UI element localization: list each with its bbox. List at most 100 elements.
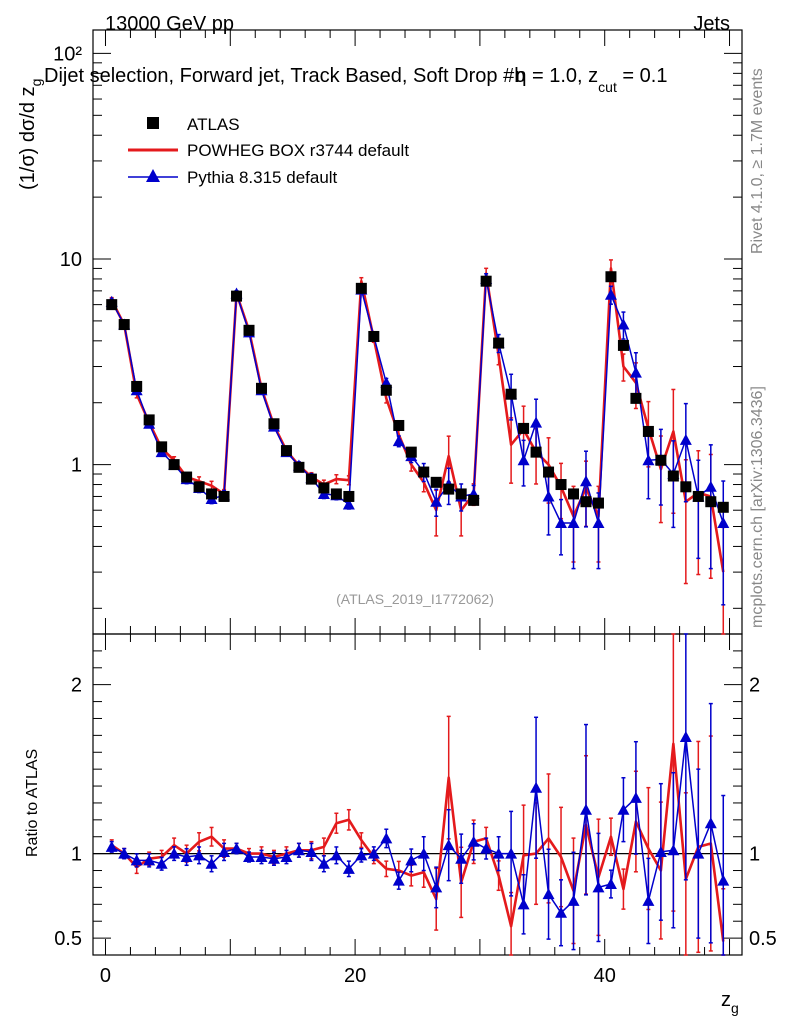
legend-label-pythia: Pythia 8.315 default (187, 168, 338, 187)
atlas-point (605, 271, 617, 283)
plot-title: Dijet selection, Forward jet, Track Base… (44, 65, 667, 95)
atlas-point (405, 446, 417, 458)
atlas-point (705, 496, 717, 508)
atlas-point (518, 422, 530, 434)
pythia-ratio-point (667, 844, 680, 856)
atlas-point (617, 339, 629, 351)
pythia-ratio-point (679, 731, 692, 743)
atlas-point (455, 488, 467, 500)
pythia-ratio-point (692, 847, 705, 859)
atlas-point (131, 380, 143, 392)
x-tick-label: 40 (594, 965, 616, 987)
side-text-top: Rivet 4.1.0, ≥ 1.7M events (749, 68, 766, 254)
atlas-point (206, 488, 218, 500)
pythia-ratio-line (111, 736, 725, 914)
atlas-point (143, 414, 155, 426)
atlas-point (368, 330, 380, 342)
atlas-point (343, 490, 355, 502)
pythia-ratio-point (367, 847, 380, 859)
pythia-ratio-point (480, 842, 493, 854)
pythia-point (592, 516, 605, 528)
atlas-point (268, 418, 280, 430)
atlas-point (580, 496, 592, 508)
atlas-point (692, 490, 704, 502)
pythia-ratio-point (330, 849, 343, 861)
ratio-y-tick-label-right: 2 (749, 675, 760, 697)
title-main: Dijet selection, Forward jet, Track Base… (44, 65, 525, 87)
frames (92, 29, 743, 956)
pythia-point (704, 480, 717, 492)
pythia-point (717, 516, 730, 528)
atlas-point (493, 337, 505, 349)
atlas-point (231, 290, 243, 302)
pythia-point (517, 454, 530, 466)
atlas-point (680, 481, 692, 493)
pythia-ratio-point (579, 803, 592, 815)
atlas-point (243, 324, 255, 336)
atlas-point (330, 488, 342, 500)
pythia-ratio-point (405, 854, 418, 866)
ratio-y-tick-label: 2 (71, 675, 82, 697)
pythia-point (342, 498, 355, 510)
title-sub: cut (598, 79, 617, 95)
x-axis-label: zg (721, 989, 739, 1016)
pythia-ratio-point (654, 845, 667, 857)
pythia-point (392, 435, 405, 447)
x-tick-label: 20 (344, 965, 366, 987)
atlas-point (318, 482, 330, 494)
ratio-y-tick-label-right: 0.5 (749, 928, 777, 950)
pythia-ratio-point (118, 847, 131, 859)
pythia-ratio-point (143, 854, 156, 866)
atlas-point (218, 490, 230, 502)
legend-label-atlas: ATLAS (187, 115, 240, 134)
header-left: 13000 GeV pp (105, 13, 234, 35)
pythia-ratio-point (717, 874, 730, 886)
pythia-ratio-point (155, 857, 168, 869)
pythia-ratio-point (530, 781, 543, 793)
legend-marker-pythia (146, 169, 160, 182)
pythia-ratio-point (442, 839, 455, 851)
pythia-point (542, 490, 555, 502)
y-tick-label: 10 (60, 249, 82, 271)
pythia-point (567, 516, 580, 528)
powheg-ratio-line (110, 742, 725, 942)
pythia-ratio-point (467, 835, 480, 847)
atlas-point (181, 471, 193, 483)
axis-ticks: 0 20 40 1 10 10² 0.5 0.5 1 1 2 2 (53, 30, 777, 987)
pythia-ratio-point (292, 844, 305, 856)
powheg-line (110, 267, 725, 573)
atlas-point (443, 483, 455, 495)
y-tick-label: 10² (53, 43, 82, 65)
analysis-id: (ATLAS_2019_I1772062) (336, 591, 494, 607)
pythia-ratio-point (455, 852, 468, 864)
header-right: Jets (693, 13, 730, 35)
pythia-ratio-point (342, 862, 355, 874)
atlas-point (280, 445, 292, 457)
legend-label-powheg: POWHEG BOX r3744 default (187, 141, 409, 160)
ratio-plot-series (105, 633, 730, 956)
atlas-point (380, 384, 392, 396)
y-axis-label-sub: g (28, 79, 44, 87)
pythia-ratio-point (243, 851, 256, 863)
atlas-point (655, 454, 667, 466)
pythia-point (642, 454, 655, 466)
pythia-ratio-point (392, 874, 405, 886)
atlas-point (480, 275, 492, 287)
atlas-point (468, 494, 480, 506)
atlas-point (293, 461, 305, 473)
side-text-bottom: mcplots.cern.ch [arXiv:1306.3436] (749, 386, 766, 628)
pythia-ratio-point (218, 845, 231, 857)
atlas-point (156, 441, 168, 453)
pythia-ratio-point (280, 851, 293, 863)
x-axis-label-sub: g (731, 1000, 739, 1016)
y-axis-label-main: (1/σ) dσ/d z (17, 86, 39, 190)
pythia-ratio-point (180, 851, 193, 863)
pythia-point (679, 433, 692, 445)
pythia-ratio-point (604, 878, 617, 890)
y-tick-label: 1 (71, 455, 82, 477)
pythia-point (579, 475, 592, 487)
ratio-y-tick-label-right: 1 (749, 844, 760, 866)
atlas-point (418, 466, 430, 478)
pythia-ratio-point (355, 849, 368, 861)
